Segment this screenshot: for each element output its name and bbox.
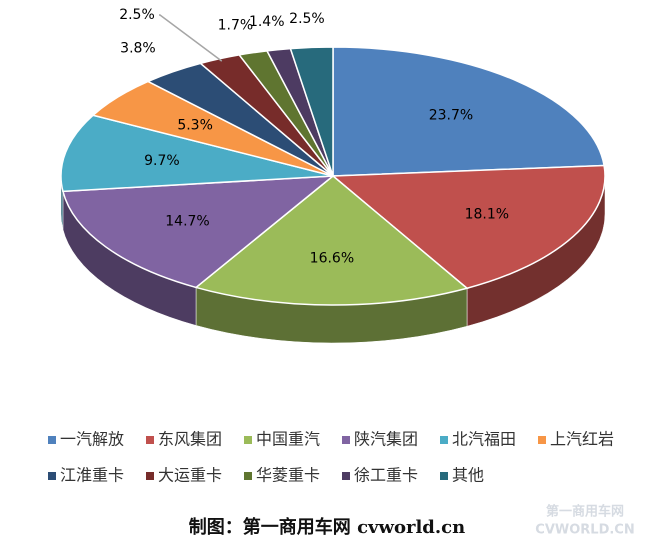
data-label: 18.1% [465, 207, 509, 223]
legend-swatch [538, 436, 546, 444]
leader-line [159, 14, 223, 62]
data-label: 1.4% [249, 14, 285, 30]
legend-swatch [244, 436, 252, 444]
data-label: 1.7% [218, 18, 254, 34]
legend-label: 江淮重卡 [60, 466, 124, 485]
slice [194, 175, 469, 306]
watermark: CVWORLD.CN [535, 523, 634, 538]
legend-swatch [342, 436, 350, 444]
data-label: 3.8% [120, 41, 156, 57]
legend-label: 北汽福田 [452, 430, 516, 449]
legend-label: 中国重汽 [256, 430, 320, 449]
legend-label: 一汽解放 [60, 430, 124, 449]
legend-swatch [48, 472, 56, 480]
legend-swatch [146, 436, 154, 444]
data-label: 23.7% [429, 107, 473, 123]
legend-label: 华菱重卡 [256, 466, 320, 485]
legend-label: 东风集团 [158, 430, 222, 449]
data-label: 2.5% [119, 7, 155, 23]
data-label: 9.7% [144, 153, 180, 169]
legend-label: 上汽红岩 [550, 430, 614, 449]
watermark: 第一商用车网 [546, 504, 624, 520]
data-label: 14.7% [165, 213, 209, 229]
legend-swatch [48, 436, 56, 444]
legend-label: 其他 [452, 466, 484, 485]
legend-swatch [244, 472, 252, 480]
legend-swatch [146, 472, 154, 480]
slice [331, 164, 606, 290]
slice [289, 46, 334, 177]
legend-swatch [342, 472, 350, 480]
caption: 制图：第一商用车网 cvworld.cn [189, 516, 465, 538]
slice [332, 46, 605, 177]
legend-label: 大运重卡 [158, 466, 222, 485]
data-label: 16.6% [310, 251, 354, 267]
data-label: 2.5% [289, 11, 325, 27]
legend-swatch [440, 436, 448, 444]
legend-label: 徐工重卡 [354, 466, 418, 485]
slice [61, 175, 336, 289]
data-label: 5.3% [177, 118, 213, 134]
slice [60, 114, 334, 193]
legend-label: 陕汽集团 [354, 430, 418, 449]
legend-swatch [440, 472, 448, 480]
